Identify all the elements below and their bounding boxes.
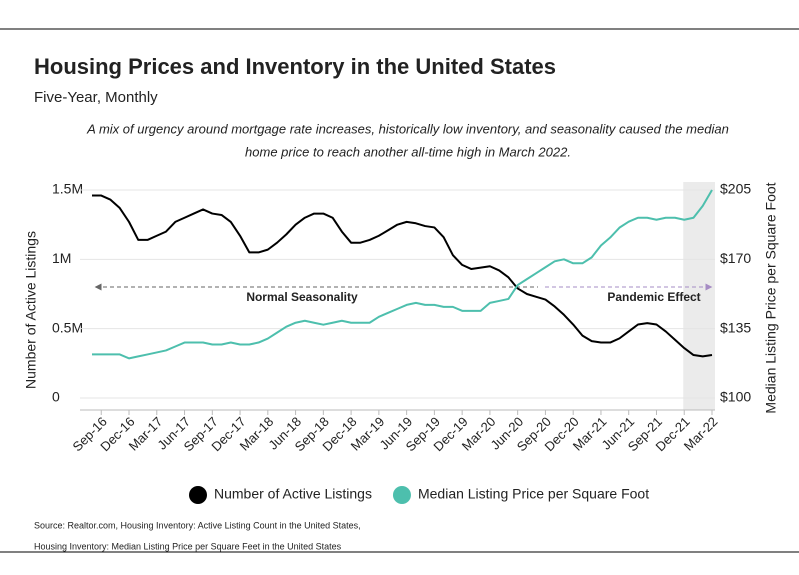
- y-tick-label: 1.5M: [52, 181, 83, 197]
- y-axis-title: Number of Active Listings: [23, 231, 39, 389]
- y2-axis-title: Median Listing Price per Square Foot: [763, 182, 779, 413]
- legend-label: Number of Active Listings: [214, 486, 372, 502]
- legend-swatch: [189, 486, 207, 504]
- annotation: Normal Seasonality: [246, 290, 358, 304]
- source: Housing Inventory: Median Listing Price …: [34, 541, 342, 551]
- series-line: [92, 194, 713, 358]
- y-tick-label: 0: [52, 389, 60, 405]
- y2-tick-label: $170: [720, 250, 751, 266]
- highlight-band: [683, 182, 715, 410]
- legend-swatch: [392, 486, 411, 504]
- chart-title: Housing Prices and Inventory in the Unit…: [34, 54, 556, 79]
- y2-tick-label: $100: [720, 389, 751, 405]
- y2-tick-label: $135: [720, 319, 751, 335]
- series-line: [92, 189, 713, 360]
- legend-label: Median Listing Price per Square Foot: [418, 486, 649, 502]
- y-tick-label: 0.5M: [52, 319, 83, 335]
- annotation: Pandemic Effect: [607, 290, 700, 304]
- y-tick-label: 1M: [52, 250, 71, 266]
- y2-tick-label: $205: [720, 181, 751, 197]
- chart-subtitle: Five-Year, Monthly: [34, 89, 158, 106]
- description: A mix of urgency around mortgage rate in…: [86, 121, 729, 136]
- source: Source: Realtor.com, Housing Inventory: …: [34, 520, 361, 530]
- description: home price to reach another all-time hig…: [245, 144, 571, 159]
